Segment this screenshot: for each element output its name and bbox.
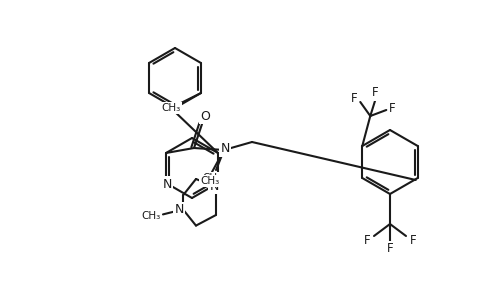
Text: F: F [364, 234, 371, 246]
Text: CH₃: CH₃ [202, 173, 222, 183]
Text: F: F [372, 86, 378, 100]
Text: CH₃: CH₃ [161, 103, 181, 113]
Text: CH₃: CH₃ [200, 176, 220, 186]
Text: F: F [351, 93, 358, 105]
Text: F: F [389, 102, 396, 114]
Text: O: O [200, 110, 210, 123]
Text: N: N [209, 180, 219, 192]
Text: N: N [220, 142, 230, 156]
Text: F: F [410, 234, 416, 246]
Text: N: N [174, 203, 184, 216]
Text: N: N [162, 178, 172, 190]
Text: F: F [387, 242, 393, 256]
Text: CH₃: CH₃ [141, 211, 161, 221]
